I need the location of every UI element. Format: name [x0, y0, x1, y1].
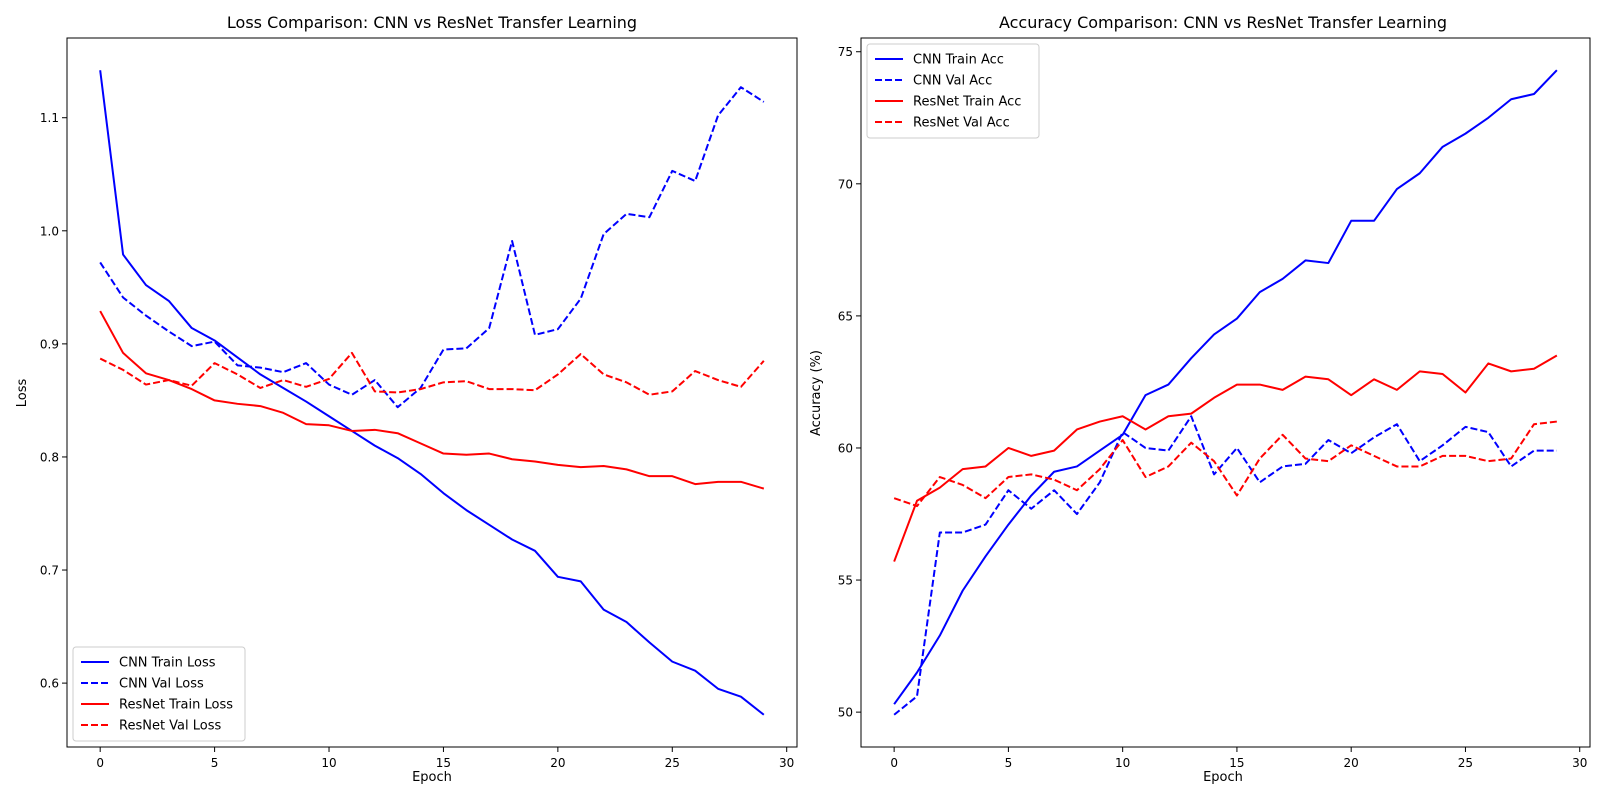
- loss-chart-title: Loss Comparison: CNN vs ResNet Transfer …: [227, 13, 637, 32]
- loss-chart-y-tick-label: 0.6: [40, 677, 59, 691]
- loss-chart-y-tick-label: 1.1: [40, 111, 59, 125]
- accuracy-chart-x-tick-label: 20: [1344, 756, 1359, 770]
- loss-chart-y-tick-label: 1.0: [40, 224, 59, 238]
- accuracy-chart-x-tick-label: 30: [1572, 756, 1587, 770]
- accuracy-chart-series-line-1: [893, 415, 1557, 716]
- loss-chart-y-tick-label: 0.7: [40, 564, 59, 578]
- loss-chart-legend-label: ResNet Train Loss: [119, 698, 233, 713]
- accuracy-chart-axes: 0 5 10 15 20 25 30 50 55 60 65 70 75: [838, 37, 1591, 770]
- loss-chart-legend-box: [72, 646, 246, 742]
- accuracy-chart-legend-label: ResNet Train Acc: [913, 95, 1021, 110]
- loss-chart-legend: CNN Train Loss CNN Val Loss ResNet Train L…: [72, 646, 246, 742]
- accuracy-chart-frame: [860, 37, 1591, 748]
- accuracy-chart-y-tick-label: 55: [838, 574, 853, 588]
- accuracy-chart-series-line-0: [893, 69, 1558, 705]
- accuracy-chart-legend-label: ResNet Val Acc: [913, 116, 1010, 131]
- accuracy-chart-y-tick-label: 75: [838, 45, 853, 59]
- accuracy-chart-x-tick-label: 0: [890, 756, 898, 770]
- accuracy-chart-series-line-3: [893, 420, 1557, 508]
- loss-chart-x-tick-label: 20: [550, 756, 565, 770]
- loss-chart-y-axis-label: Loss: [15, 379, 30, 408]
- loss-chart-series-line-2: [99, 310, 765, 490]
- loss-chart-frame: [66, 37, 798, 748]
- accuracy-chart-x-tick-label: 10: [1115, 756, 1130, 770]
- loss-chart-x-tick-label: 25: [665, 756, 680, 770]
- accuracy-chart-legend: CNN Train Acc CNN Val Acc ResNet Train Acc…: [866, 43, 1040, 139]
- loss-chart-series-line-1: [99, 86, 765, 409]
- loss-chart-x-tick-label: 30: [779, 756, 794, 770]
- loss-chart-legend-label: ResNet Val Loss: [119, 719, 222, 734]
- accuracy-chart-plot-area: [893, 69, 1558, 716]
- accuracy-chart-y-tick-label: 60: [838, 441, 853, 455]
- accuracy-chart-y-tick-label: 70: [838, 177, 853, 191]
- loss-chart-x-tick-label: 15: [436, 756, 451, 770]
- accuracy-chart-x-axis-label: Epoch: [1203, 770, 1243, 785]
- accuracy-chart-legend-label: CNN Train Acc: [913, 53, 1004, 68]
- accuracy-chart-panel: Accuracy Comparison: CNN vs ResNet Trans…: [809, 13, 1591, 785]
- accuracy-chart-x-tick-label: 5: [1005, 756, 1013, 770]
- accuracy-chart-series-line-2: [893, 354, 1558, 562]
- loss-chart-x-tick-label: 10: [321, 756, 336, 770]
- loss-chart-series-line-0: [99, 70, 765, 716]
- loss-chart-axes: 0 5 10 15 20 25 30 0.6 0.7 0.8 0.9 1.0 1.1: [40, 37, 798, 770]
- accuracy-chart-y-axis-label: Accuracy (%): [809, 350, 824, 436]
- accuracy-chart-y-tick-label: 65: [838, 309, 853, 323]
- accuracy-chart-legend-box: [866, 43, 1040, 139]
- loss-chart-y-tick-label: 0.9: [40, 337, 59, 351]
- accuracy-chart-legend-label: CNN Val Acc: [913, 74, 992, 89]
- loss-chart-legend-label: CNN Train Loss: [119, 656, 216, 671]
- loss-chart-plot-area: [99, 70, 765, 716]
- loss-chart-x-tick-label: 5: [211, 756, 219, 770]
- accuracy-chart-x-tick-label: 25: [1458, 756, 1473, 770]
- accuracy-chart-x-tick-label: 15: [1229, 756, 1244, 770]
- loss-chart-legend-label: CNN Val Loss: [119, 677, 204, 692]
- loss-chart-panel: Loss Comparison: CNN vs ResNet Transfer …: [15, 13, 798, 785]
- loss-chart-x-axis-label: Epoch: [412, 770, 452, 785]
- loss-chart-y-tick-label: 0.8: [40, 450, 59, 464]
- loss-chart-series-line-3: [99, 351, 765, 396]
- loss-chart-x-tick-label: 0: [96, 756, 104, 770]
- accuracy-chart-title: Accuracy Comparison: CNN vs ResNet Trans…: [999, 13, 1447, 32]
- accuracy-chart-y-tick-label: 50: [838, 706, 853, 720]
